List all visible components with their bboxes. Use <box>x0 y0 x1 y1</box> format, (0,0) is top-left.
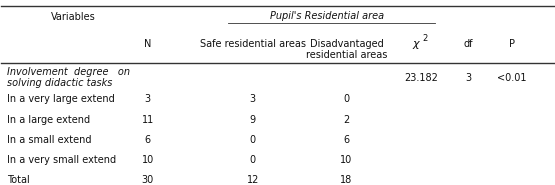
Text: Pupil's Residential area: Pupil's Residential area <box>270 11 384 21</box>
Text: 30: 30 <box>142 175 154 185</box>
Text: 23.182: 23.182 <box>404 73 438 83</box>
Text: 12: 12 <box>246 175 259 185</box>
Text: <0.01: <0.01 <box>497 73 527 83</box>
Text: In a very large extend: In a very large extend <box>7 95 115 105</box>
Text: 11: 11 <box>142 115 154 125</box>
Text: Variables: Variables <box>51 12 95 22</box>
Text: 0: 0 <box>344 95 350 105</box>
Text: 2: 2 <box>344 115 350 125</box>
Text: 10: 10 <box>340 155 352 165</box>
Text: 0: 0 <box>250 155 256 165</box>
Text: Involvement  degree   on
solving didactic tasks: Involvement degree on solving didactic t… <box>7 67 130 88</box>
Text: 3: 3 <box>250 95 256 105</box>
Text: 9: 9 <box>250 115 256 125</box>
Text: Disadvantaged
residential areas: Disadvantaged residential areas <box>306 39 387 60</box>
Text: In a large extend: In a large extend <box>7 115 90 125</box>
Text: 3: 3 <box>145 95 151 105</box>
Text: N: N <box>144 39 152 49</box>
Text: df: df <box>463 39 473 49</box>
Text: 2: 2 <box>423 34 428 43</box>
Text: Safe residential areas: Safe residential areas <box>200 39 306 49</box>
Text: Total: Total <box>7 175 29 185</box>
Text: 3: 3 <box>465 73 471 83</box>
Text: In a very small extend: In a very small extend <box>7 155 116 165</box>
Text: P: P <box>509 39 515 49</box>
Text: 6: 6 <box>344 135 350 145</box>
Text: In a small extend: In a small extend <box>7 135 92 145</box>
Text: 6: 6 <box>145 135 151 145</box>
Text: χ: χ <box>412 39 419 49</box>
Text: 10: 10 <box>142 155 154 165</box>
Text: 0: 0 <box>250 135 256 145</box>
Text: 18: 18 <box>340 175 352 185</box>
